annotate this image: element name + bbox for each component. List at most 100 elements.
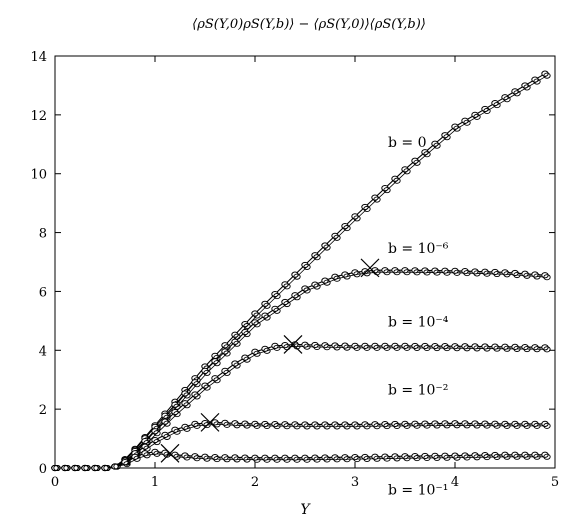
series-point-pair [143,452,151,459]
series-point-pair [283,300,291,308]
x-tick-label: 0 [51,475,59,490]
series-point-pair [303,456,311,463]
series-line-pair [57,345,548,469]
series-point-pair [313,423,321,430]
series-point-pair [383,423,391,430]
series-point-pair [263,347,271,354]
series-point-pair [203,422,211,429]
series-point-pair [123,461,131,468]
series-point-pair [303,263,311,270]
series-point-pair [453,454,461,461]
series-point-pair [453,345,461,352]
x-tick-label: 3 [351,475,359,490]
series-point-pair [103,464,111,472]
curve-label: b = 10⁻⁶ [388,241,449,257]
series-point-pair [353,423,361,430]
series-point-pair [423,454,431,462]
y-tick-label: 14 [30,50,47,65]
series-point-pair [413,269,421,276]
series-point-pair [193,455,201,462]
series-point-pair [543,453,551,460]
series-point-pair [483,422,491,429]
series-point-pair [513,90,521,97]
series-point-pair [513,345,521,352]
series-point-pair [493,345,501,352]
series-point-pair [453,269,461,276]
series-point-pair [283,283,291,290]
series-point-pair [163,433,171,440]
series-point-pair [403,168,411,175]
curve-labels: b = 0 b = 10⁻⁶ b = 10⁻⁴ b = 10⁻² b = 10⁻¹ [388,135,449,498]
series-point-pair [363,455,371,462]
series-point-pair [463,454,471,461]
series-point-pair [413,422,421,429]
series-point-pair [303,287,311,294]
series-point-pair [253,321,261,328]
series-point-pair [343,273,351,280]
series-point-pair [193,393,201,400]
series-point-pair [53,464,61,472]
series-point-pair [253,456,261,463]
y-tick-label: 6 [39,285,47,300]
series-point-pair [443,422,451,429]
crossover-marker [200,412,220,432]
x-axis-label: Y [300,502,311,518]
series-point-pair [463,270,471,277]
series-point-pair [503,271,511,278]
series-point-pair [373,344,381,351]
series-point-pair [203,384,211,391]
series-point-pair [293,273,301,280]
series-point-pair [273,344,281,351]
series-point-pair [453,125,461,132]
series-point-pair [353,344,361,351]
series-point-pair [343,423,351,430]
series-point-pair [503,345,511,352]
series-point-pair [163,420,171,427]
series-point-pair [423,344,431,352]
series-point-pair [413,344,421,351]
series-point-pair [333,423,341,430]
series-point-pair [483,270,491,277]
series-point-pair [183,402,191,409]
series-point-pair [463,422,471,429]
series-point-pair [203,369,211,376]
series-line-pair [57,271,548,469]
series-point-pair [493,422,501,429]
series-point-pair [213,421,221,428]
series-point-pair [443,345,451,352]
series-point-pair [383,187,391,194]
series-point-pair [453,422,461,429]
series-point-pair [353,456,361,463]
series-point-pair [243,456,251,463]
series-point-pair [443,269,451,276]
series-point-pair [293,423,301,430]
series-point-pair [483,107,491,115]
series-point-pair [273,423,281,430]
series-point-pair [513,271,521,279]
series-point-pair [473,113,481,120]
series-point-pair [323,456,331,463]
series-point-pair [413,159,421,166]
series-point-pair [313,254,321,261]
series-point-pair [433,344,441,352]
series-point-pair [63,464,71,472]
series-point-pair [383,344,391,351]
series-point-pair [523,84,531,91]
series-point-pair [473,422,481,429]
series-point-pair [513,422,521,429]
series-point-pair [493,102,501,109]
x-tick-label: 4 [451,475,459,490]
series-point-pair [463,345,471,352]
series-point-pair [533,346,541,353]
series-point-pair [413,455,421,462]
series-point-pair [303,423,311,430]
series-layer [51,70,551,472]
series-point-pair [303,343,311,350]
series-point-pair [283,423,291,430]
series-point-pair [503,453,511,460]
series-point-pair [473,454,481,461]
series-point-pair [183,425,191,432]
series-point-pair [333,456,341,463]
series-point-pair [343,456,351,463]
